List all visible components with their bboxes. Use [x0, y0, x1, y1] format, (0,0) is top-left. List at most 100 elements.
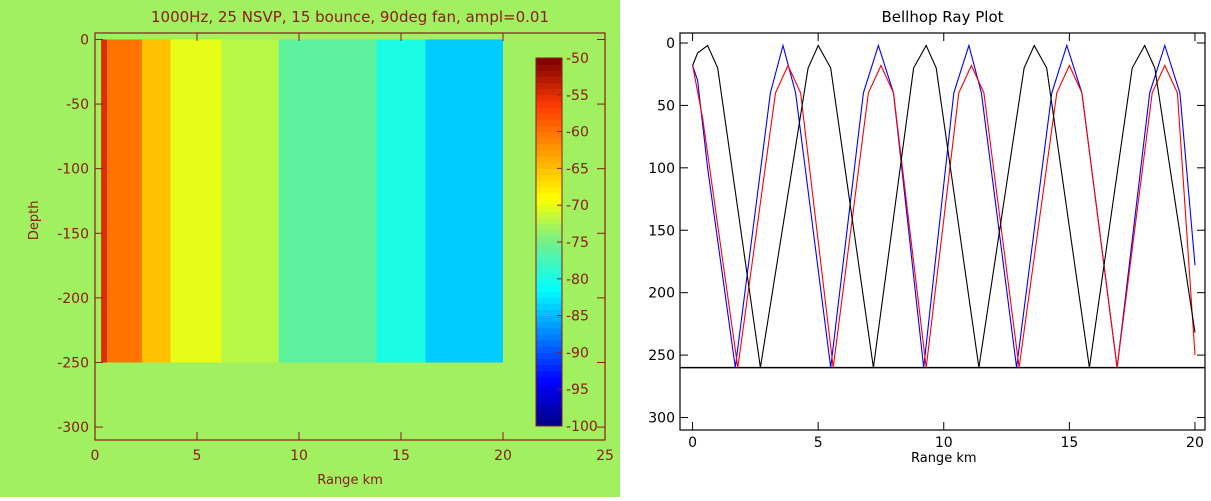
colorbar-segment: [536, 223, 562, 231]
field-band-6: [376, 39, 426, 363]
colorbar-tick-label: -95: [566, 382, 589, 398]
colorbar-segment: [536, 413, 562, 421]
colorbar-segment: [536, 131, 562, 139]
field-band-7: [425, 39, 503, 363]
left-y-axis-label: Depth: [27, 201, 42, 241]
colorbar-segment: [536, 150, 562, 157]
colorbar-segment: [536, 137, 562, 145]
left-y-tick-label: -300: [57, 420, 89, 436]
colorbar-segment: [536, 217, 562, 225]
colorbar-segment: [536, 272, 562, 280]
tl-field-chart: 1000Hz, 25 NSVP, 15 bounce, 90deg fan, a…: [0, 0, 620, 497]
colorbar-segment: [536, 284, 562, 292]
colorbar-segment: [536, 199, 562, 206]
colorbar-segment: [536, 364, 562, 372]
colorbar-segment: [536, 352, 562, 360]
colorbar-segment: [536, 76, 562, 84]
colorbar-segment: [536, 291, 562, 298]
colorbar-segment: [536, 297, 562, 304]
right-chart-background: [640, 0, 1211, 497]
colorbar-segment: [536, 303, 562, 310]
colorbar-segment: [536, 70, 562, 77]
left-x-tick-label: 0: [91, 448, 100, 464]
right-x-tick-label: 10: [935, 435, 953, 451]
right-y-tick-label: 250: [648, 348, 675, 364]
field-band-1: [107, 39, 142, 363]
ray-plot-chart: Bellhop Ray Plot Range km 0 5 10 15 20050100…: [640, 0, 1211, 497]
colorbar-segment: [536, 254, 562, 261]
left-chart-title: 1000Hz, 25 NSVP, 15 bounce, 90deg fan, a…: [151, 8, 549, 26]
right-y-tick-label: 150: [648, 223, 675, 239]
colorbar-segment: [536, 407, 562, 415]
colorbar-segment: [536, 180, 562, 188]
colorbar-segment: [536, 383, 562, 390]
right-y-tick-label: 100: [648, 161, 675, 177]
right-y-tick-label: 300: [648, 411, 675, 427]
colorbar-segment: [536, 266, 562, 274]
right-y-tick-label: 200: [648, 286, 675, 302]
ray-series-1: [692, 64, 1196, 368]
left-y-tick-label: -100: [57, 162, 89, 178]
colorbar-segment: [536, 376, 562, 384]
left-x-tick-label: 15: [392, 448, 410, 464]
colorbar-segment: [536, 235, 562, 243]
left-y-tick-label: -150: [57, 226, 89, 242]
right-x-tick-label: 20: [1186, 435, 1204, 451]
colorbar-segment: [536, 100, 562, 108]
colorbar-tick-label: -55: [566, 88, 589, 104]
colorbar-segment: [536, 186, 562, 194]
colorbar-tick-label: -65: [566, 161, 589, 177]
colorbar-segment: [536, 64, 562, 71]
colorbar-tick-label: -80: [566, 272, 589, 288]
colorbar-tick-label: -75: [566, 235, 589, 251]
colorbar-segment: [536, 248, 562, 255]
right-x-axis-label: Range km: [911, 451, 977, 466]
colorbar-segment: [536, 168, 562, 176]
right-y-tick-label: 0: [666, 36, 675, 52]
colorbar-segment: [536, 334, 562, 341]
colorbar-segment: [536, 315, 562, 323]
colorbar-segment: [536, 260, 562, 268]
right-plot-frame: [679, 32, 1206, 431]
field-band-2: [141, 39, 171, 363]
colorbar-segment: [536, 401, 562, 409]
colorbar-tick-label: -70: [566, 198, 589, 214]
colorbar-segment: [536, 242, 562, 249]
left-y-tick-label: -200: [57, 291, 89, 307]
colorbar-segment: [536, 113, 562, 120]
colorbar-segment: [536, 162, 562, 169]
field-band-3: [170, 39, 222, 363]
colorbar-segment: [536, 174, 562, 182]
colorbar-segment: [536, 395, 562, 402]
colorbar-segment: [536, 309, 562, 317]
left-x-tick-label: 5: [193, 448, 202, 464]
colorbar-tick-label: -60: [566, 125, 589, 141]
colorbar-tick-label: -90: [566, 345, 589, 361]
left-plot-frame: [94, 32, 606, 441]
left-x-tick-label: 25: [596, 448, 614, 464]
colorbar-segment: [536, 156, 562, 163]
colorbar-segment: [536, 88, 562, 96]
colorbar-segment: [536, 58, 562, 65]
colorbar-segment: [536, 370, 562, 378]
field-band-5: [278, 39, 377, 363]
colorbar-segment: [536, 107, 562, 114]
colorbar-segment: [536, 419, 562, 427]
colorbar-segment: [536, 94, 562, 102]
right-x-tick-label: 15: [1060, 435, 1078, 451]
right-y-tick-label: 50: [657, 98, 675, 114]
colorbar-segment: [536, 278, 562, 286]
colorbar-segment: [536, 229, 562, 237]
colorbar-tick-label: -50: [566, 51, 589, 67]
colorbar-segment: [536, 358, 562, 366]
right-chart-panel: Bellhop Ray Plot Range km 0 5 10 15 20 0 50 100…: [640, 0, 1211, 497]
colorbar-segment: [536, 327, 562, 335]
colorbar-segment: [536, 346, 562, 353]
left-x-axis-label: Range km: [317, 473, 383, 488]
colorbar-tick-label: -85: [566, 309, 589, 325]
left-chart-panel: 1000Hz, 25 NSVP, 15 bounce, 90deg fan, a…: [0, 0, 620, 497]
colorbar-segment: [536, 321, 562, 329]
field-band-0: [101, 39, 108, 363]
colorbar-segment: [536, 192, 562, 200]
colorbar-segment: [536, 211, 562, 218]
